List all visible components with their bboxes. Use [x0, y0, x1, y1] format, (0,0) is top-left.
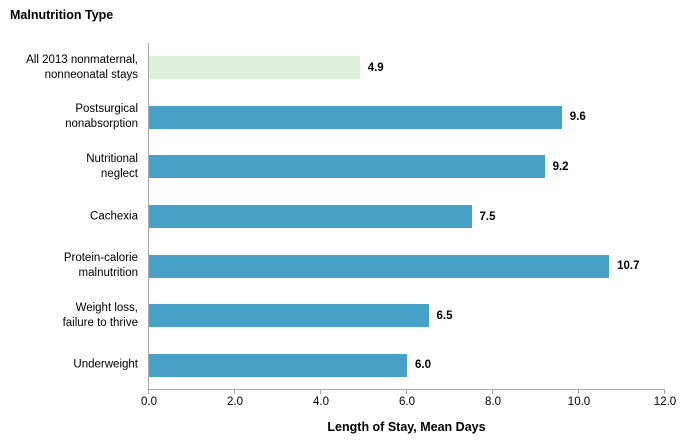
x-tick-mark — [491, 389, 493, 394]
x-tick-mark — [319, 389, 321, 394]
category-label: Postsurgical nonabsorption — [65, 103, 138, 131]
x-tick-label: 8.0 — [485, 396, 501, 408]
plot-area: 4.9 9.6 9.2 7.5 10.7 6.5 6.0 0.0 2.0 4.0 6.0 8.0 10.… — [141, 43, 676, 408]
x-tick-mark — [406, 389, 407, 394]
bar-value-label: 6.0 — [415, 359, 431, 372]
bar-value-label: 9.2 — [552, 160, 569, 173]
bar — [149, 353, 407, 377]
bar — [149, 205, 472, 228]
bar-value-label: 4.9 — [367, 61, 384, 74]
category-label: Weight loss, failure to thrive — [62, 301, 138, 329]
category-label: Protein-calorie malnutrition — [63, 252, 138, 280]
bar — [149, 155, 545, 179]
bar — [149, 105, 562, 129]
bar-highlight — [149, 56, 360, 80]
chart-title: Malnutrition Type — [10, 8, 114, 22]
x-tick-label: 10.0 — [567, 396, 591, 408]
x-tick-label: 0.0 — [141, 396, 157, 408]
x-tick-label: 6.0 — [399, 396, 415, 408]
bar-value-label: 10.7 — [617, 260, 640, 273]
category-label: Nutritional neglect — [86, 152, 138, 180]
x-tick-mark — [148, 389, 149, 394]
bar-value-label: 6.5 — [436, 309, 453, 322]
x-axis-title: Length of Stay, Mean Days — [327, 420, 486, 434]
category-label: Underweight — [73, 358, 138, 371]
category-label: All 2013 nonmaternal, nonneonatal stays — [26, 53, 138, 81]
x-tick-mark — [664, 389, 665, 394]
x-tick-label: 4.0 — [313, 396, 329, 408]
bar-value-label: 9.6 — [569, 111, 586, 124]
x-tick-mark — [233, 389, 235, 394]
x-tick-mark — [578, 389, 579, 394]
x-tick-label: 2.0 — [227, 396, 243, 408]
bar — [149, 254, 610, 278]
bar — [149, 304, 429, 328]
bar-value-label: 7.5 — [479, 210, 496, 223]
x-tick-label: 12.0 — [653, 396, 677, 408]
category-label: Cachexia — [90, 210, 138, 222]
